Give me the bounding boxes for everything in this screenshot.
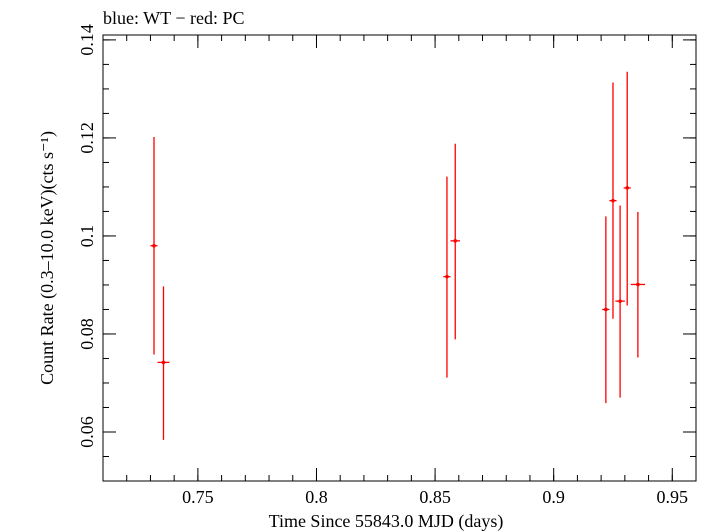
point-marker [152, 243, 156, 248]
y-tick-label: 0.08 [77, 318, 97, 350]
data-point [609, 82, 617, 319]
point-marker [604, 307, 608, 312]
x-tick-label: 0.8 [305, 487, 328, 507]
point-marker [161, 360, 166, 365]
data-point [150, 136, 158, 355]
y-axis-label: Count Rate (0.3–10.0 keV)(cts s⁻¹) [37, 131, 58, 385]
y-tick-label: 0.12 [77, 122, 97, 154]
data-point [602, 216, 610, 404]
point-marker [611, 198, 615, 203]
point-marker [618, 299, 622, 303]
data-point [157, 286, 170, 440]
y-tick-label: 0.14 [77, 24, 97, 56]
y-tick-label: 0.1 [77, 225, 97, 248]
data-point [443, 176, 451, 378]
x-tick-label: 0.85 [419, 487, 451, 507]
x-tick-label: 0.95 [657, 487, 689, 507]
y-tick-label: 0.06 [77, 416, 97, 448]
data-point [630, 211, 646, 358]
point-marker [625, 186, 630, 190]
data-point [615, 205, 625, 398]
x-axis-label: Time Since 55843.0 MJD (days) [269, 511, 504, 532]
point-marker [636, 282, 640, 287]
x-tick-label: 0.9 [542, 487, 565, 507]
point-marker [453, 239, 458, 243]
x-axis-ticks: 0.75 0.8 0.85 0.9 0.95 [102, 35, 697, 507]
point-marker [445, 274, 449, 279]
plot-frame [102, 34, 697, 482]
x-tick-label: 0.75 [182, 487, 214, 507]
data-points [150, 71, 646, 440]
chart-title: blue: WT − red: PC [103, 8, 244, 28]
data-point [450, 143, 460, 340]
data-point [623, 71, 631, 306]
y-axis-ticks: 0.06 0.08 0.1 0.12 0.14 [77, 24, 696, 482]
